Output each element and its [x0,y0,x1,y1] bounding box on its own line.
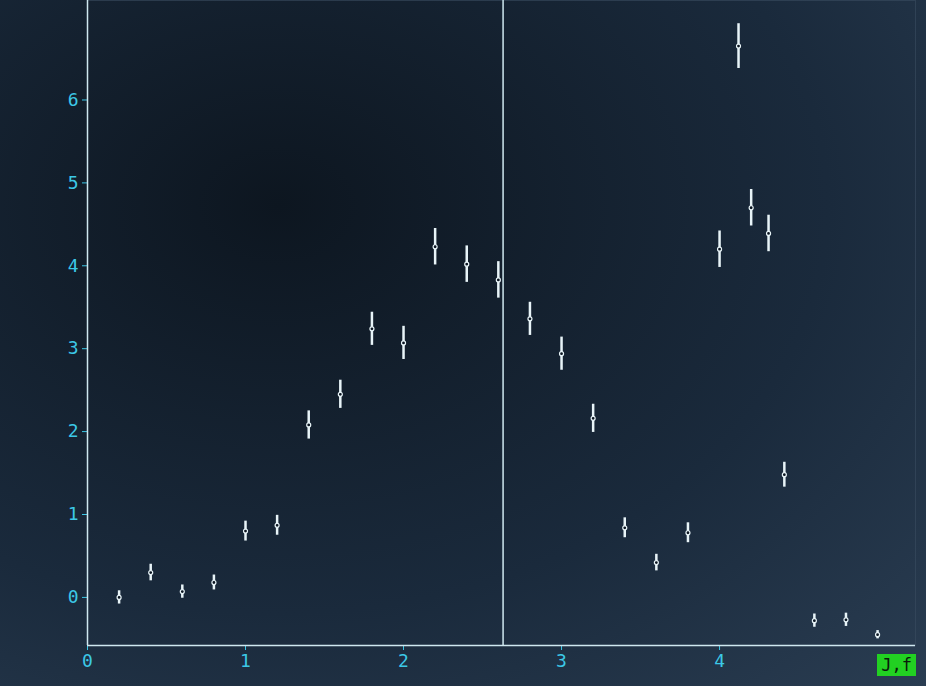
svg-text:6: 6 [68,89,79,110]
html-text:J,f: J,f [881,655,912,675]
svg-text:1: 1 [68,503,79,524]
svg-text:4: 4 [714,650,725,671]
svg-text:3: 3 [556,650,567,671]
svg-text:1: 1 [240,650,251,671]
svg-text:2: 2 [398,650,409,671]
svg-text:2: 2 [68,420,79,441]
svg-text:0: 0 [68,586,79,607]
svg-text:3: 3 [68,337,79,358]
svg-text:0: 0 [82,650,93,671]
svg-text:4: 4 [68,255,79,276]
svg-text:5: 5 [68,172,79,193]
